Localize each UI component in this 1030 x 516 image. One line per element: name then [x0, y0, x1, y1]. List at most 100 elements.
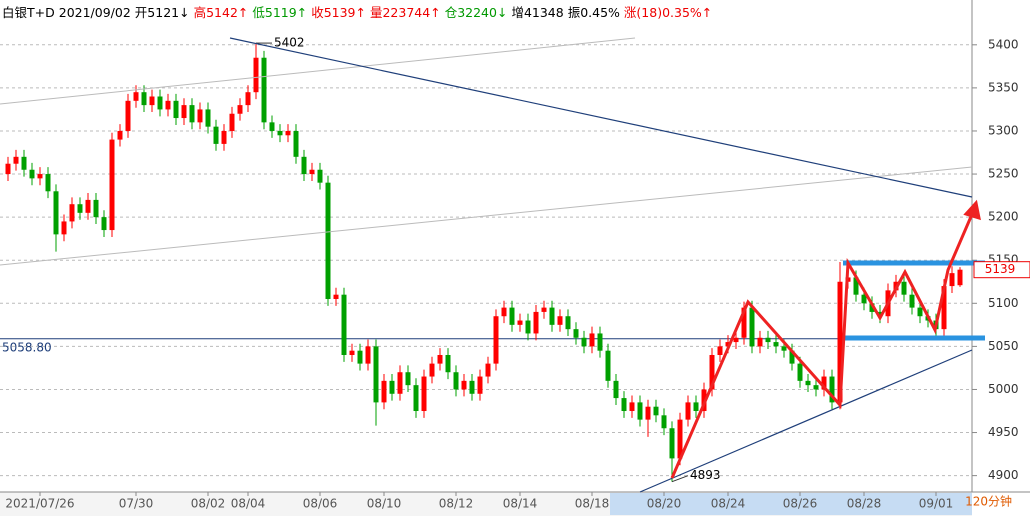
- x-tick-label: 07/30: [119, 497, 154, 511]
- candle-body: [413, 385, 419, 412]
- increase: 增41348: [511, 5, 564, 20]
- volume: 量223744↑: [369, 5, 441, 20]
- candle-body: [101, 217, 107, 231]
- trend-line: [639, 349, 973, 493]
- candle-body: [269, 122, 275, 131]
- candle-body: [573, 329, 579, 338]
- candle-body: [133, 92, 139, 101]
- candle-body: [117, 130, 123, 140]
- candle-body: [645, 406, 651, 420]
- last-price: 5139: [985, 262, 1016, 276]
- candle-body: [493, 316, 499, 364]
- candle-body: [533, 311, 539, 334]
- candle-body: [781, 346, 787, 351]
- y-tick-label: 4950: [988, 425, 1019, 439]
- channel-line: [0, 166, 973, 266]
- candle-body: [477, 376, 483, 394]
- candle-body: [85, 199, 91, 213]
- x-tick-label: 08/02: [191, 497, 226, 511]
- candle-body: [581, 337, 587, 347]
- period-label: 120分钟: [965, 494, 1012, 509]
- candle-body: [957, 269, 963, 286]
- candle-body: [853, 277, 859, 295]
- candle-body: [877, 311, 883, 317]
- candle-body: [69, 204, 75, 222]
- candle-body: [61, 221, 67, 235]
- candle-body: [317, 169, 323, 183]
- candle-body: [109, 139, 115, 231]
- candle-body: [941, 286, 947, 330]
- x-tick-label: 08/14: [503, 497, 538, 511]
- candle-body: [565, 316, 571, 330]
- low: 低5119↑: [252, 5, 308, 20]
- candle-body: [669, 428, 675, 459]
- symbol: 白银T+D: [2, 5, 55, 20]
- candle-body: [309, 169, 315, 175]
- candle-body: [77, 204, 83, 213]
- candle-body: [909, 294, 915, 308]
- trend-line: [229, 37, 973, 198]
- candle-body: [261, 57, 267, 123]
- x-tick-label: 08/12: [439, 497, 474, 511]
- candle-body: [805, 380, 811, 386]
- candle-body: [757, 337, 763, 347]
- x-tick-label: 2021/07/26: [5, 497, 74, 511]
- date-highlight: [610, 493, 972, 515]
- candle-body: [469, 380, 475, 394]
- y-tick-label: 4900: [988, 468, 1019, 482]
- candle-body: [517, 320, 523, 325]
- candle-body: [405, 372, 411, 386]
- x-tick-label: 08/18: [575, 497, 610, 511]
- candle-body: [525, 320, 531, 334]
- candle-body: [725, 342, 731, 347]
- candle-body: [5, 163, 11, 175]
- candle-body: [429, 363, 435, 377]
- candle-body: [661, 415, 667, 429]
- open: 开5121↓: [134, 5, 190, 20]
- y-tick-label: 5100: [988, 296, 1019, 310]
- candle-body: [509, 307, 515, 325]
- candle-body: [485, 363, 491, 377]
- candle-body: [717, 346, 723, 355]
- candle-body: [901, 281, 907, 295]
- candle-body: [37, 174, 43, 179]
- candle-body: [29, 169, 35, 179]
- candle-body: [693, 402, 699, 412]
- candle-body: [333, 294, 339, 299]
- candle-body: [653, 406, 659, 416]
- candle-body: [229, 113, 235, 131]
- candle-body: [637, 402, 643, 420]
- x-tick-label: 08/26: [783, 497, 818, 511]
- ref-label: 5058.80: [2, 340, 52, 354]
- candle-body: [613, 380, 619, 399]
- min-label: 4893: [690, 468, 721, 482]
- candle-body: [797, 363, 803, 381]
- candle-body: [773, 342, 779, 347]
- candle-body: [685, 402, 691, 420]
- candle-body: [549, 307, 555, 325]
- candle-body: [453, 372, 459, 390]
- candle-body: [293, 130, 299, 157]
- candle-body: [181, 105, 187, 119]
- candle-body: [341, 294, 347, 355]
- candle-body: [837, 281, 843, 403]
- candle-body: [749, 307, 755, 347]
- candle-body: [125, 100, 131, 131]
- candle-body: [949, 273, 955, 287]
- candle-body: [53, 191, 59, 235]
- amplitude: 振0.45%: [567, 5, 620, 20]
- y-tick-label: 5000: [988, 382, 1019, 396]
- candle-body: [277, 130, 283, 136]
- arrow-path: [670, 204, 978, 479]
- candle-body: [253, 57, 259, 93]
- y-tick-label: 5300: [988, 123, 1019, 137]
- x-tick-label: 08/24: [711, 497, 746, 511]
- candle-body: [285, 130, 291, 136]
- candle-body: [205, 109, 211, 127]
- candle-body: [677, 419, 683, 459]
- max-label: 5402: [274, 36, 305, 50]
- candle-body: [245, 92, 251, 106]
- candle-body: [173, 100, 179, 119]
